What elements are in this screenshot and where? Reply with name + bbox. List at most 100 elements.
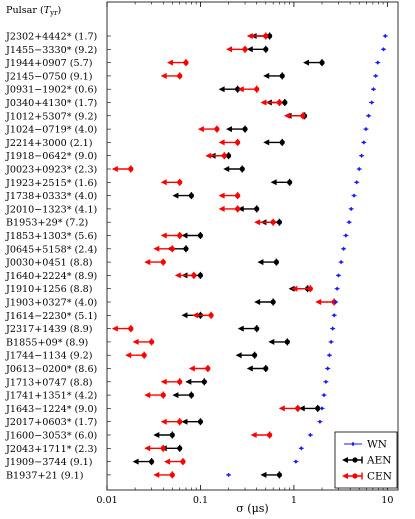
cen-point: [197, 125, 220, 133]
wn-point: [346, 220, 352, 225]
aen-point: [260, 471, 283, 479]
aen-point: [270, 178, 293, 186]
legend-label: CEN: [367, 471, 392, 483]
pulsar-label: J1853+1303* (5.6): [5, 231, 97, 242]
wn-point: [363, 126, 369, 132]
aen-point: [237, 205, 260, 213]
x-tick-label: 10: [381, 495, 393, 506]
wn-point: [343, 233, 349, 238]
pulsar-label: J0931−1902* (0.6): [5, 85, 97, 96]
wn-point: [381, 47, 387, 52]
aen-point: [268, 338, 290, 346]
wn-point: [361, 140, 367, 145]
wn-point: [319, 406, 325, 411]
pulsar-label: B1937+21 (9.1): [6, 470, 84, 481]
pulsar-label: J0030+0451 (8.8): [5, 258, 93, 269]
pulsar-label: J2214+3000 (2.1): [5, 138, 93, 149]
cen-point: [160, 418, 183, 426]
cen-point: [226, 45, 248, 53]
aen-point: [181, 232, 204, 239]
wn-point: [370, 87, 376, 92]
aen-point: [246, 365, 269, 372]
cen-point: [144, 444, 166, 452]
wn-point: [328, 339, 334, 345]
pulsar-label: J1455−3330* (9.2): [5, 45, 97, 56]
pulsar-label: J1640+2224* (8.9): [5, 271, 97, 282]
aen-point: [172, 391, 194, 399]
pulsar-label: J2145−0750 (9.1): [5, 71, 93, 82]
pulsar-label: J0645+5158* (2.4): [5, 244, 97, 255]
wn-point: [382, 33, 388, 39]
cen-point: [160, 178, 183, 186]
aen-point: [223, 165, 245, 173]
pulsar-label: J0023+0923* (2.3): [5, 165, 97, 176]
pulsar-label: J1713+0747 (8.8): [5, 377, 93, 388]
header-label: Pulsar (Tyr): [6, 5, 61, 17]
legend: WN AEN CEN: [334, 431, 398, 489]
wn-point: [373, 73, 379, 79]
wn-point: [366, 113, 372, 118]
pulsar-label: J1909−3744 (9.1): [5, 457, 93, 468]
legend-label: AEN: [366, 455, 391, 467]
aen-point: [237, 325, 260, 333]
cen-point: [254, 218, 276, 226]
cen-point: [218, 138, 241, 146]
cen-point: [218, 205, 241, 213]
wn-point: [348, 206, 354, 212]
wn-point: [356, 166, 362, 172]
cen-point: [205, 152, 227, 160]
pulsar-label: J2317+1439 (8.9): [5, 324, 93, 335]
aen-point: [181, 418, 204, 426]
aen-point: [226, 125, 248, 133]
cen-point: [192, 311, 214, 319]
aen-point: [303, 59, 325, 67]
pulsar-label: J2043+1711* (2.3): [5, 444, 97, 455]
cen-point: [153, 471, 175, 479]
pulsar-label: J2010−1323* (4.1): [5, 204, 97, 215]
plot-frame: [106, 1, 399, 491]
legend-item-wn: WN: [344, 439, 387, 451]
legend-item-aen: AEN: [342, 455, 391, 467]
cen-point: [163, 458, 186, 466]
cen-point: [218, 192, 241, 200]
pulsar-labels: J2302+4442* (1.7) J1455−3330* (9.2) J1944+…: [5, 32, 97, 482]
wn-point: [317, 419, 323, 424]
wn-point: [321, 392, 327, 398]
cen-point: [144, 258, 166, 266]
cen-point: [166, 59, 189, 67]
wn-point: [326, 353, 332, 358]
wn-point: [338, 259, 344, 265]
plot-area: [107, 32, 388, 479]
legend-item-cen: CEN: [342, 471, 392, 483]
pulsar-label: J0340+4130* (1.7): [5, 98, 97, 109]
pulsar-label: J1741+1351* (4.2): [5, 391, 97, 402]
pulsar-label: J2017+0603* (1.7): [5, 417, 97, 428]
cen-point: [160, 378, 183, 386]
pulsar-label: J1738+0333* (4.0): [5, 191, 97, 202]
x-axis-label: σ (μs): [236, 502, 268, 515]
aen-point: [257, 258, 280, 266]
cen-point: [188, 365, 211, 372]
cen-point: [260, 99, 283, 106]
wn-point: [307, 432, 313, 438]
cen-point: [250, 431, 273, 439]
cen-point: [160, 232, 183, 239]
aen-point: [263, 72, 285, 80]
cen-point: [174, 271, 197, 279]
wn-point: [375, 60, 381, 65]
pulsar-label: J1744−1134 (9.2): [5, 351, 93, 362]
aen-point: [246, 45, 269, 53]
wn-point: [359, 153, 365, 158]
wn-point: [331, 313, 337, 318]
cen-point: [125, 351, 147, 359]
pulsar-label: J1903+0327* (4.0): [5, 298, 97, 309]
cen-point: [132, 338, 155, 346]
pulsar-label: J1918−0642* (9.0): [5, 151, 97, 162]
aen-point: [132, 458, 155, 466]
legend-label: WN: [367, 439, 387, 451]
cen-point: [160, 72, 183, 80]
aen-point: [172, 192, 194, 200]
pulsar-label: J1944+0907 (5.7): [5, 58, 93, 69]
wn-point: [293, 459, 299, 464]
